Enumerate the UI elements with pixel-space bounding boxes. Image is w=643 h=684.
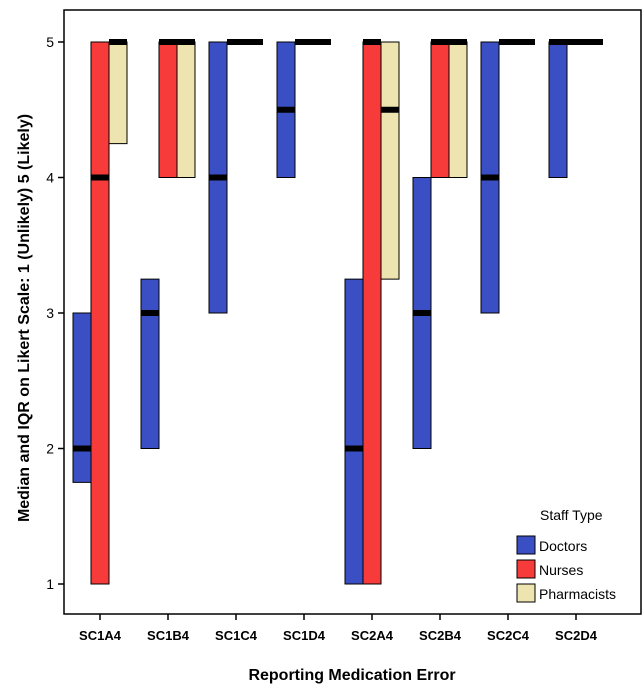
legend-label-pharmacists: Pharmacists bbox=[539, 586, 616, 602]
box-nurses-sc2a4 bbox=[362, 41, 382, 585]
median-pharmacists-sc2c4 bbox=[517, 39, 535, 45]
x-tick-label-sc1d4: SC1D4 bbox=[283, 628, 326, 643]
median-nurses-sc1c4 bbox=[227, 39, 245, 45]
median-doctors-sc2d4 bbox=[549, 39, 567, 45]
x-axis-title: Reporting Medication Error bbox=[248, 667, 455, 684]
median-doctors-sc2c4 bbox=[481, 174, 499, 181]
y-tick-label: 2 bbox=[46, 441, 54, 457]
box-pharmacists-sc2b4 bbox=[448, 41, 468, 178]
median-pharmacists-sc1a4 bbox=[109, 39, 127, 45]
median-pharmacists-sc1d4 bbox=[313, 39, 331, 45]
box-nurses-sc1a4 bbox=[90, 41, 110, 585]
median-nurses-sc2b4 bbox=[431, 39, 449, 45]
x-tick-label-sc2b4: SC2B4 bbox=[419, 628, 462, 643]
y-axis-title: Median and IQR on Likert Scale: 1 (Unlik… bbox=[16, 114, 33, 522]
median-nurses-sc2d4 bbox=[567, 39, 585, 45]
median-nurses-sc2a4 bbox=[363, 39, 381, 45]
median-nurses-sc1a4 bbox=[91, 174, 109, 181]
box-nurses-sc1b4 bbox=[158, 41, 178, 178]
box-pharmacists-sc2a4 bbox=[380, 41, 400, 280]
median-doctors-sc2b4 bbox=[413, 310, 431, 316]
median-nurses-sc2c4 bbox=[499, 39, 517, 45]
box-pharmacists-sc1b4 bbox=[176, 41, 196, 178]
box-doctors-sc1b4 bbox=[140, 278, 160, 449]
median-doctors-sc1c4 bbox=[209, 174, 227, 181]
x-tick-label-sc2a4: SC2A4 bbox=[351, 628, 394, 643]
median-pharmacists-sc2b4 bbox=[449, 39, 467, 45]
median-doctors-sc1b4 bbox=[141, 310, 159, 316]
boxes-layer bbox=[72, 39, 603, 585]
legend: Staff Type Doctors Nurses Pharmacists bbox=[516, 507, 616, 603]
median-doctors-sc2a4 bbox=[345, 445, 363, 452]
y-tick-label: 5 bbox=[46, 34, 54, 50]
x-tick-label-sc1c4: SC1C4 bbox=[215, 628, 258, 643]
x-tick-label-sc1a4: SC1A4 bbox=[79, 628, 122, 643]
legend-label-doctors: Doctors bbox=[539, 538, 587, 554]
y-tick-label: 4 bbox=[46, 170, 54, 186]
legend-swatch-doctors bbox=[516, 535, 536, 555]
box-doctors-sc2d4 bbox=[548, 41, 568, 178]
x-tick-label-sc1b4: SC1B4 bbox=[147, 628, 190, 643]
y-tick-label: 3 bbox=[46, 305, 54, 321]
median-nurses-sc1b4 bbox=[159, 39, 177, 45]
box-pharmacists-sc1a4 bbox=[108, 41, 128, 145]
y-tick-label: 1 bbox=[46, 576, 54, 592]
x-tick-label-sc2d4: SC2D4 bbox=[555, 628, 598, 643]
x-axis: SC1A4 SC1B4 SC1C4 SC1D4 SC2A4 SC2B4 SC2C4 SC2D4 bbox=[79, 614, 598, 643]
median-pharmacists-sc2d4 bbox=[585, 39, 603, 45]
median-doctors-sc1a4 bbox=[73, 445, 91, 452]
median-pharmacists-sc2a4 bbox=[381, 106, 399, 113]
legend-label-nurses: Nurses bbox=[539, 562, 583, 578]
x-tick-label-sc2c4: SC2C4 bbox=[487, 628, 530, 643]
legend-title: Staff Type bbox=[540, 507, 603, 523]
legend-swatch-pharmacists bbox=[516, 583, 536, 603]
legend-swatch-nurses bbox=[516, 559, 536, 579]
median-pharmacists-sc1c4 bbox=[245, 39, 263, 45]
median-doctors-sc1d4 bbox=[277, 106, 295, 113]
y-axis: 1 2 3 4 5 bbox=[46, 34, 64, 592]
box-nurses-sc2b4 bbox=[430, 41, 450, 178]
median-nurses-sc1d4 bbox=[295, 39, 313, 45]
box-doctors-sc1a4 bbox=[72, 312, 92, 483]
median-pharmacists-sc1b4 bbox=[177, 39, 195, 45]
box-doctors-sc2a4 bbox=[344, 278, 364, 585]
